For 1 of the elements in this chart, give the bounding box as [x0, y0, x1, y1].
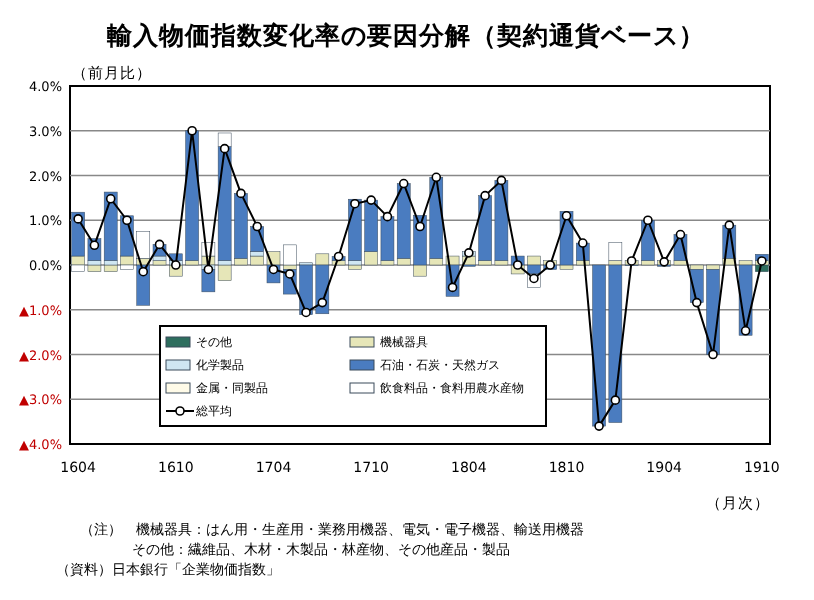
- chart-title: 輸入物価指数変化率の要因分解（契約通貨ベース）: [105, 20, 705, 50]
